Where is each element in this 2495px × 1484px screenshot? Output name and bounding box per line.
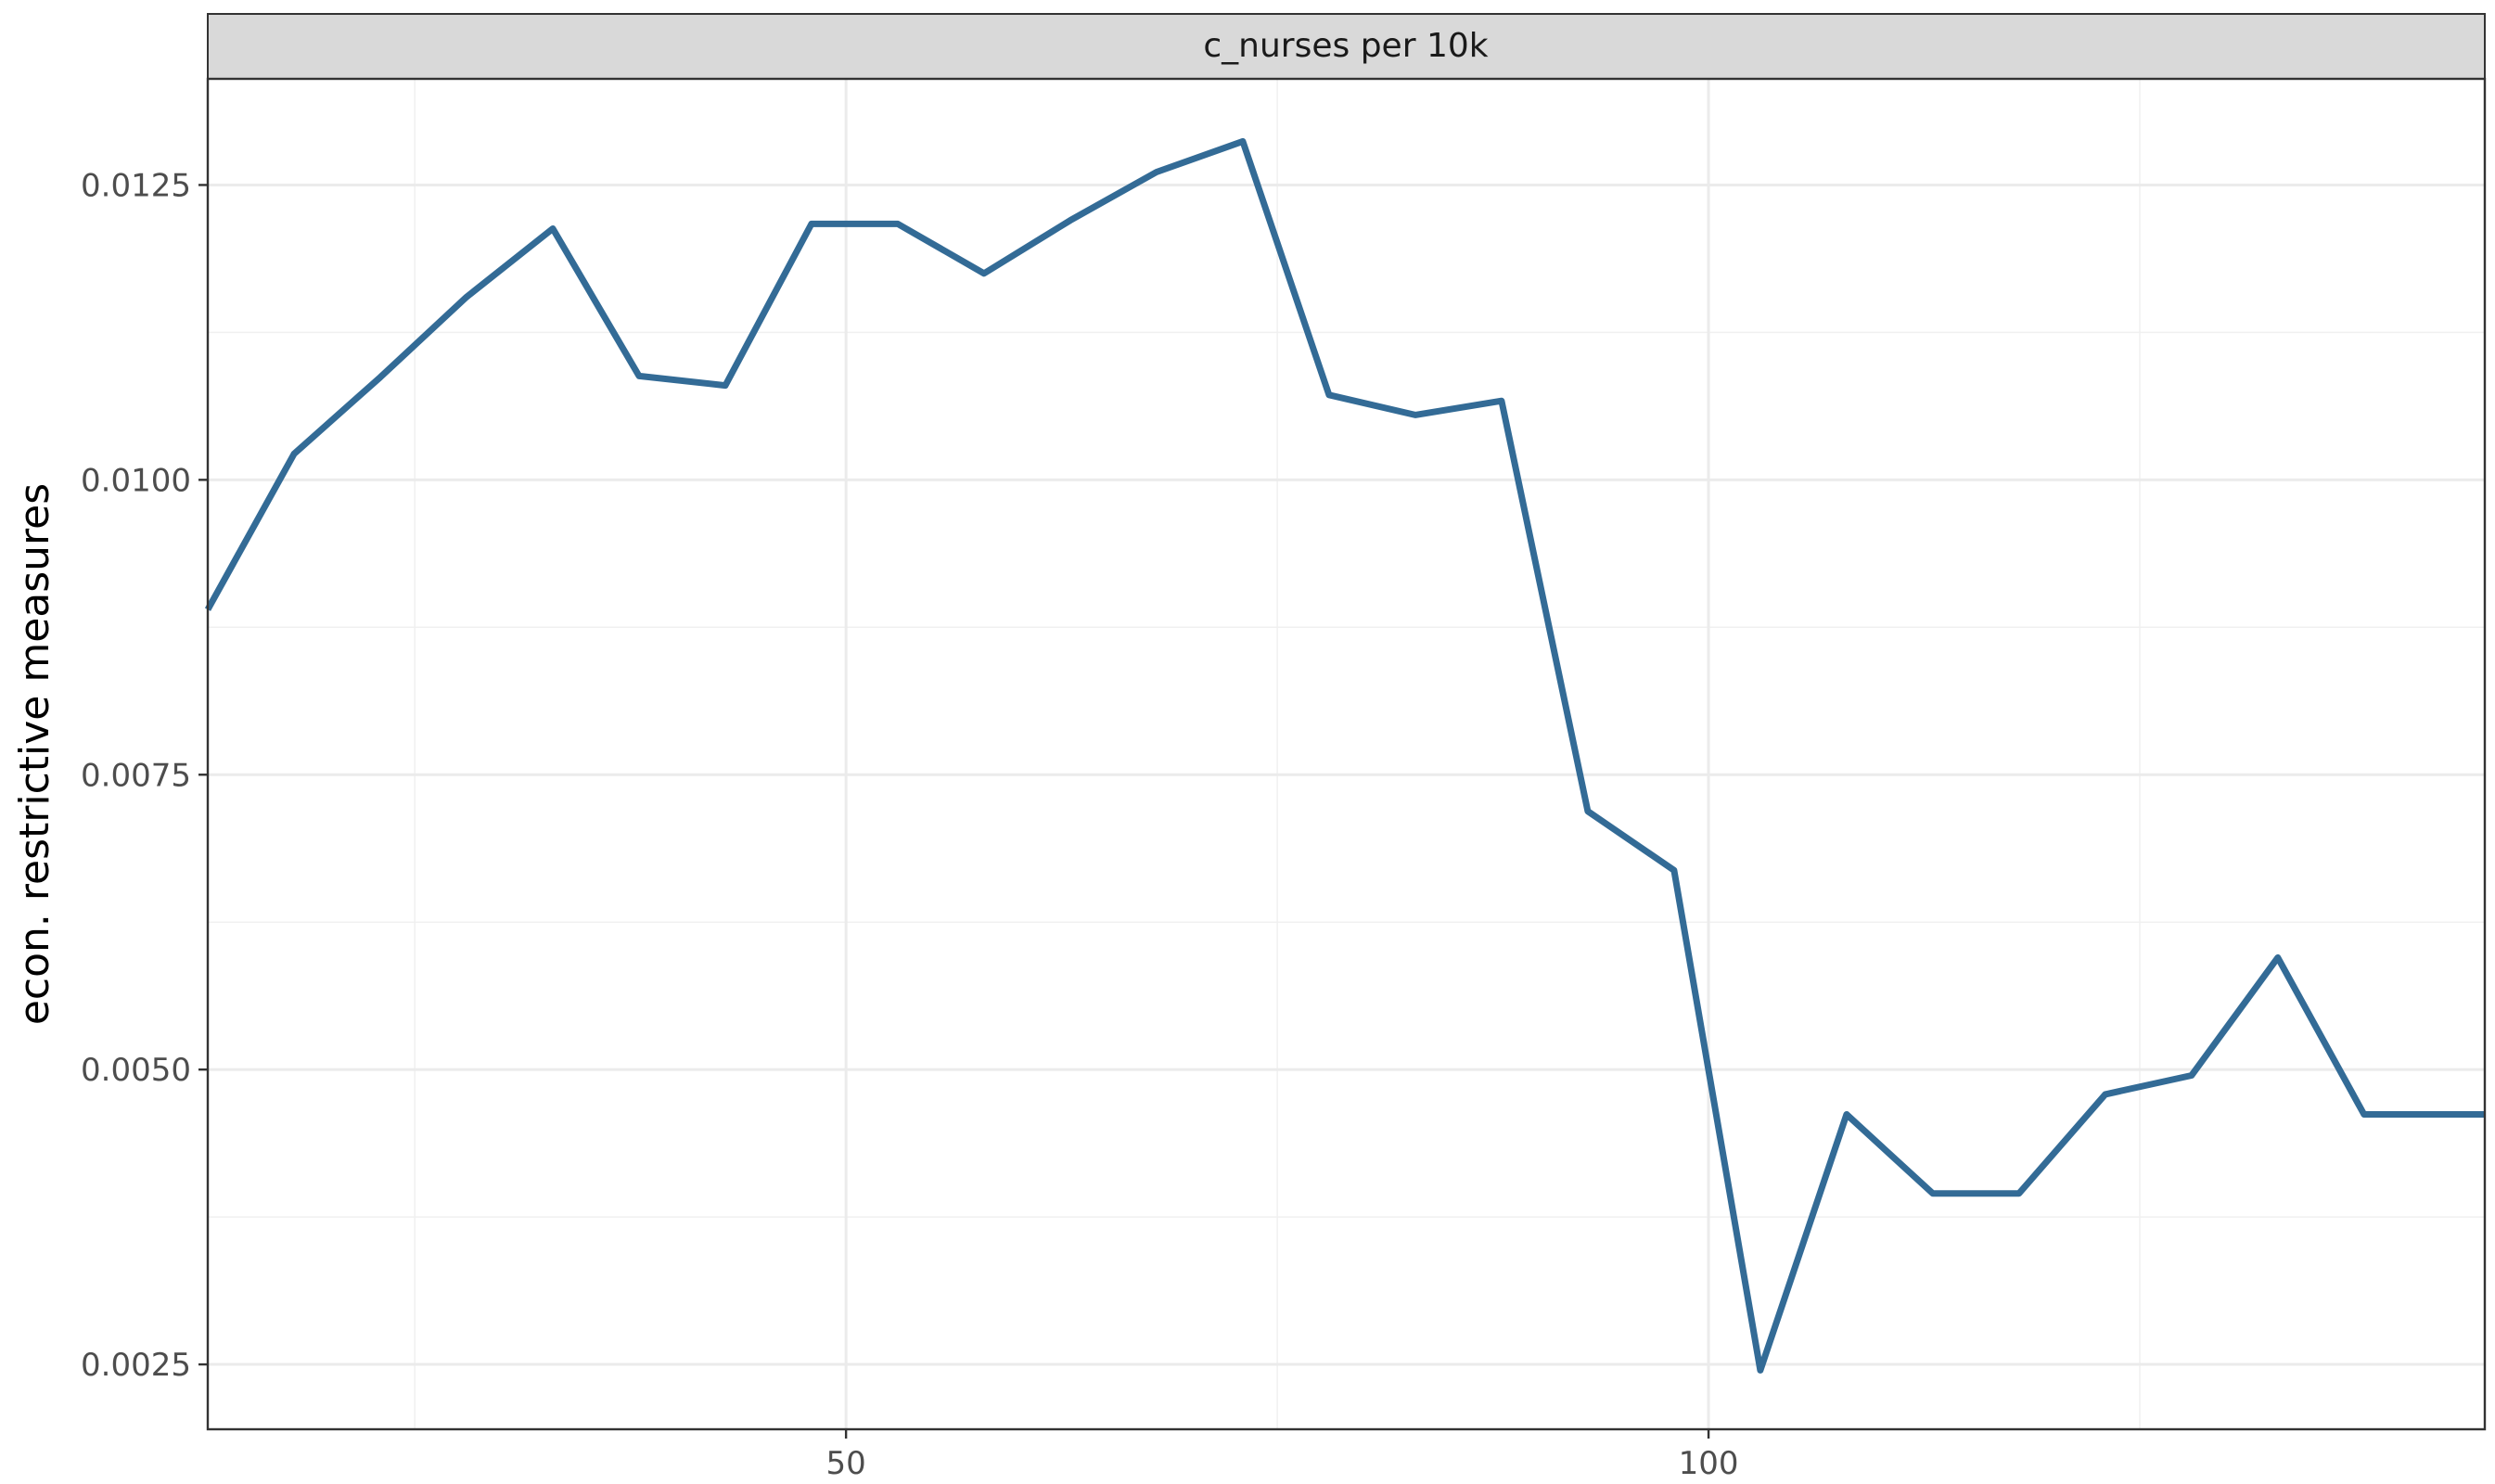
major-gridlines (208, 79, 2485, 1429)
axis-layer: 0.0025 0.0050 0.0075 0.0100 0.0125 50 100 (81, 167, 1739, 1482)
panel-border (206, 77, 2487, 1431)
facet-strip (207, 13, 2486, 80)
series-layer (204, 137, 2485, 1374)
y-tick-label: 0.0125 (81, 167, 191, 204)
y-tick-label: 0.0050 (81, 1052, 191, 1089)
y-tick-label: 0.0025 (81, 1347, 191, 1384)
facet-title: c_nurses per 10k (1203, 27, 1488, 65)
x-tick-label: 50 (826, 1445, 866, 1480)
minor-gridlines (208, 79, 2485, 1429)
y-axis-title: econ. restrictive measures (11, 483, 58, 1025)
y-tick-label: 0.0100 (81, 462, 191, 499)
x-tick-label: 100 (1679, 1445, 1739, 1480)
series-line (204, 137, 2485, 1374)
y-tick-label: 0.0075 (81, 757, 191, 794)
